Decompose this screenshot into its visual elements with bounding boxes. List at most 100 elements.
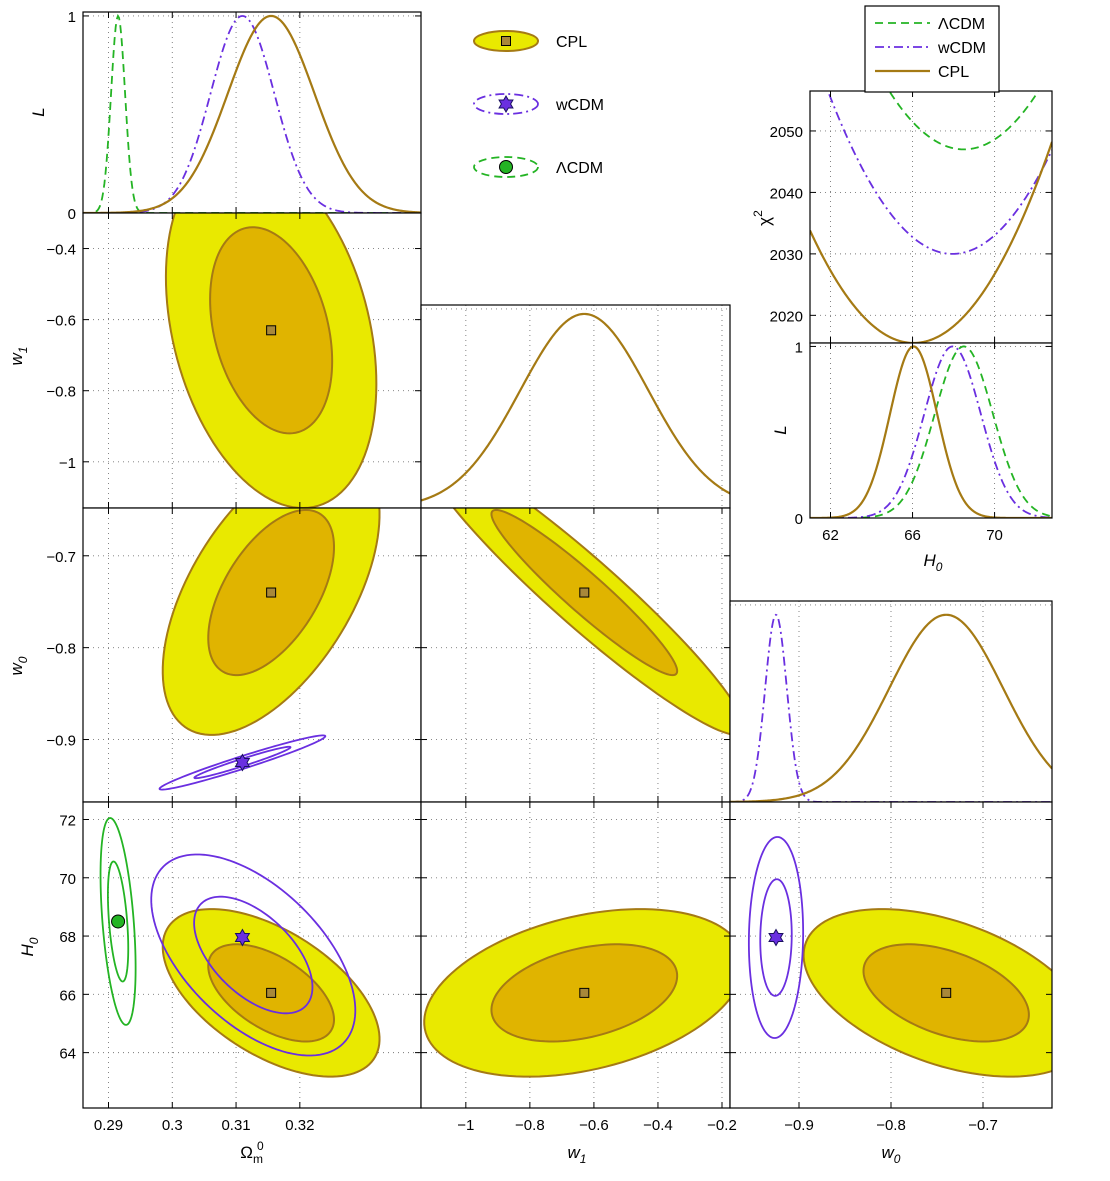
y-axis-label-L: L bbox=[29, 107, 48, 116]
cpl-best-fit-marker bbox=[266, 587, 277, 598]
tick-label: −1 bbox=[59, 455, 76, 472]
cpl-best-fit-marker bbox=[579, 987, 590, 998]
cpl-likelihood-curve bbox=[83, 14, 421, 213]
y-axis-label-H0: H0 bbox=[18, 937, 41, 956]
tick-label: 2020 bbox=[770, 308, 803, 325]
x-axis-label-w0: w0 bbox=[882, 1143, 901, 1166]
panel-L_vs_w0 bbox=[730, 601, 1052, 803]
panel-L_vs_Om0-content bbox=[83, 13, 421, 213]
tick-label: 70 bbox=[59, 871, 76, 888]
cpl-chi2-curve bbox=[810, 141, 1052, 343]
tick-label: −0.8 bbox=[46, 641, 76, 658]
tick-label: −0.8 bbox=[515, 1117, 545, 1134]
panel-background bbox=[810, 343, 1052, 518]
tick-label: 2030 bbox=[770, 247, 803, 264]
tick-label: 72 bbox=[59, 812, 76, 829]
tick-label: −0.9 bbox=[784, 1117, 814, 1134]
wcdm-best-fit-marker bbox=[234, 928, 251, 947]
panel-H0_vs_w1-content bbox=[423, 908, 730, 1078]
panel-L_vs_w0-content bbox=[730, 613, 1052, 802]
legend-wcdm-swatch bbox=[473, 93, 539, 115]
panel-H0_vs_w0-content bbox=[747, 836, 1052, 1078]
y-axis-label-L-H0: L bbox=[771, 425, 790, 434]
panel-L_vs_Om0 bbox=[83, 12, 421, 214]
wcdm-best-fit-marker bbox=[768, 928, 784, 947]
panel-frame bbox=[809, 342, 1053, 519]
legend-line-styles: ΛCDM wCDM CPL bbox=[864, 5, 1000, 93]
legend-label-0: ΛCDM bbox=[938, 16, 985, 33]
legend-box bbox=[864, 5, 1000, 93]
x-axis-label-H0: H0 bbox=[924, 551, 943, 574]
legend-contour-label-2: ΛCDM bbox=[556, 160, 603, 177]
cpl-best-fit-marker bbox=[266, 325, 277, 336]
panel-L_vs_w1-content bbox=[421, 312, 730, 502]
cpl-best-fit-marker bbox=[266, 987, 277, 998]
wcdm-best-fit-marker bbox=[234, 753, 251, 772]
lcdm-contour-1sigma bbox=[107, 860, 130, 983]
legend-label-1: wCDM bbox=[937, 40, 986, 57]
y-axis-label-w0: w0 bbox=[7, 656, 30, 675]
panel-H0_vs_Om0-content bbox=[99, 817, 381, 1078]
wcdm-contour-2sigma bbox=[747, 836, 805, 1039]
legend-label-2: CPL bbox=[938, 64, 969, 81]
cpl-best-fit-marker bbox=[941, 987, 952, 998]
cpl-best-fit-marker bbox=[579, 587, 590, 598]
lcdm-best-fit-marker bbox=[499, 160, 513, 174]
tick-label: −0.9 bbox=[46, 733, 76, 750]
wcdm-contour-1sigma bbox=[193, 895, 314, 1015]
tick-label: 0 bbox=[68, 206, 76, 223]
panel-chi2_vs_H0-content bbox=[810, 91, 1052, 343]
tick-label: 0 bbox=[795, 511, 803, 528]
tick-label: 64 bbox=[59, 1046, 76, 1063]
tick-label: 62 bbox=[822, 527, 839, 544]
panel-L_vs_w1 bbox=[421, 305, 730, 509]
wcdm-contour-1sigma bbox=[193, 745, 292, 780]
legend-contour-label-0: CPL bbox=[556, 34, 587, 51]
tick-label: 1 bbox=[68, 9, 76, 26]
tick-label: 66 bbox=[59, 987, 76, 1004]
panel-background bbox=[810, 91, 1052, 343]
tick-label: 0.3 bbox=[162, 1117, 183, 1134]
tick-label: 2040 bbox=[770, 185, 803, 202]
panel-w0_vs_w1-content bbox=[452, 508, 730, 736]
tick-label: 2050 bbox=[770, 124, 803, 141]
tick-label: −0.7 bbox=[46, 549, 76, 566]
panel-chi2_vs_H0 bbox=[810, 91, 1052, 343]
wcdm-contour-2sigma bbox=[150, 853, 357, 1057]
tick-label: −0.6 bbox=[579, 1117, 609, 1134]
tick-label: −0.2 bbox=[707, 1117, 737, 1134]
tick-label: −0.6 bbox=[46, 313, 76, 330]
tick-label: 66 bbox=[904, 527, 921, 544]
x-axis-label-Om0: Ωm0 bbox=[240, 1139, 264, 1166]
y-axis-label-w1: w1 bbox=[7, 347, 30, 366]
tick-label: −0.7 bbox=[968, 1117, 998, 1134]
legend-contour-styles: CPL wCDM ΛCDM bbox=[473, 30, 604, 178]
panel-w1_vs_Om0-content bbox=[164, 213, 378, 508]
tick-label: −0.8 bbox=[876, 1117, 906, 1134]
tick-label: −1 bbox=[457, 1117, 474, 1134]
legend-contour-label-1: wCDM bbox=[555, 97, 604, 114]
tick-label: 0.29 bbox=[94, 1117, 123, 1134]
cpl-likelihood-curve bbox=[730, 613, 1052, 802]
panel-w0_vs_Om0-content bbox=[158, 508, 381, 791]
panel-H0_vs_w0-frame bbox=[729, 801, 1053, 1109]
y-axis-label-chi2: χ2 bbox=[751, 210, 774, 226]
tick-label: 68 bbox=[59, 929, 76, 946]
cpl-likelihood-curve bbox=[421, 312, 730, 502]
tick-label: −0.4 bbox=[46, 242, 76, 259]
legend-lcdm-swatch bbox=[473, 156, 539, 178]
tick-label: 0.32 bbox=[285, 1117, 314, 1134]
panel-L_vs_H0 bbox=[810, 343, 1052, 519]
lcdm-best-fit-marker bbox=[111, 914, 126, 929]
panel-background bbox=[421, 305, 730, 508]
cpl-best-fit-marker bbox=[501, 36, 511, 46]
tick-label: 0.31 bbox=[221, 1117, 250, 1134]
wcdm-contour-1sigma bbox=[759, 878, 793, 997]
x-axis-label-w1: w1 bbox=[568, 1143, 587, 1166]
tick-label: −0.4 bbox=[643, 1117, 673, 1134]
panel-background bbox=[83, 12, 421, 213]
tick-label: −0.8 bbox=[46, 384, 76, 401]
tick-label: 70 bbox=[986, 527, 1003, 544]
wcdm-best-fit-marker bbox=[498, 94, 514, 114]
